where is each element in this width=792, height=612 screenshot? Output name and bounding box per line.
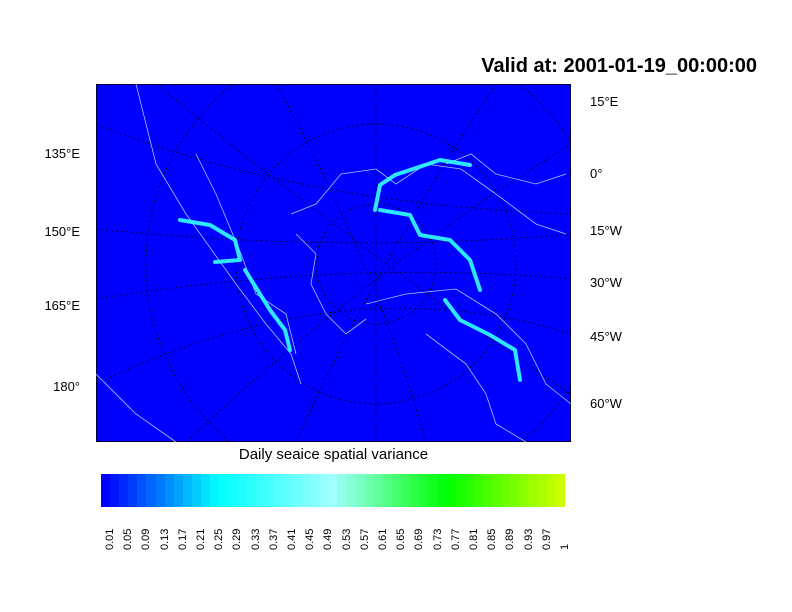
colorbar-tick-label: 0.41 [286, 528, 299, 550]
colorbar-box [246, 474, 256, 507]
colorbar [101, 474, 565, 507]
colorbar-box [482, 474, 493, 507]
colorbar-tick-label: 0.25 [213, 528, 226, 550]
colorbar-box [392, 474, 402, 507]
colorbar-box [364, 474, 374, 507]
colorbar-box [501, 474, 511, 507]
graticule [96, 84, 571, 442]
lon-label-left: 150°E [44, 224, 80, 239]
colorbar-box [164, 474, 174, 507]
colorbar-tick-label: 0.09 [140, 528, 153, 550]
colorbar-box [282, 474, 292, 507]
colorbar-box [528, 474, 538, 507]
colorbar-box [382, 474, 392, 507]
colorbar-tick-label: 0.93 [522, 528, 535, 550]
colorbar-box [337, 474, 347, 507]
colorbar-box [455, 474, 465, 507]
colorbar-box [401, 474, 411, 507]
lon-label-right: 30°W [590, 275, 622, 290]
colorbar-tick-label: 0.13 [158, 528, 171, 550]
colorbar-tick-label: 0.21 [195, 528, 208, 550]
colorbar-box [410, 474, 420, 507]
colorbar-box [264, 474, 274, 507]
colorbar-tick-label: 0.77 [449, 528, 462, 550]
colorbar-label: Daily seaice spatial variance [238, 446, 429, 463]
colorbar-tick-label: 0.73 [431, 528, 444, 550]
colorbar-box [182, 474, 192, 507]
colorbar-box [301, 474, 311, 507]
lon-label-left: 165°E [44, 298, 80, 313]
colorbar-tick-label: 0.85 [486, 528, 499, 550]
colorbar-box [255, 474, 265, 507]
colorbar-box [237, 474, 247, 507]
colorbar-box [328, 474, 338, 507]
lon-label-left: 180° [53, 379, 80, 394]
colorbar-box [210, 474, 220, 507]
lon-label-left: 135°E [44, 146, 80, 161]
colorbar-box [310, 474, 320, 507]
colorbar-tick-label: 0.05 [122, 528, 135, 550]
colorbar-tick-label: 0.37 [267, 528, 280, 550]
colorbar-box [355, 474, 365, 507]
colorbar-tick-label: 0.53 [340, 528, 353, 550]
colorbar-tick-label: 0.69 [413, 528, 426, 550]
colorbar-box [437, 474, 447, 507]
colorbar-box [519, 474, 529, 507]
colorbar-box [373, 474, 383, 507]
colorbar-box [173, 474, 183, 507]
colorbar-ticks: 0.01 0.05 0.09 0.13 0.17 0.21 0.25 0.29 0.33 0.37… [101, 512, 571, 552]
colorbar-tick-label: 0.65 [395, 528, 408, 550]
colorbar-box [119, 474, 129, 507]
colorbar-box [346, 474, 356, 507]
colorbar-box [291, 474, 302, 507]
plot-title: Valid at: 2001-01-19_00:00:00 [481, 55, 757, 77]
colorbar-box [219, 474, 229, 507]
colorbar-box [191, 474, 202, 507]
colorbar-box [428, 474, 438, 507]
colorbar-tick-label: 1 [559, 543, 571, 550]
lon-label-right: 0° [590, 166, 603, 181]
ice-edge [178, 158, 522, 382]
colorbar-box [273, 474, 283, 507]
colorbar-tick-label: 0.49 [322, 528, 335, 550]
colorbar-box [228, 474, 238, 507]
colorbar-tick-label: 0.81 [468, 528, 481, 550]
colorbar-box [319, 474, 329, 507]
colorbar-tick-label: 0.17 [176, 528, 189, 550]
colorbar-tick-label: 0.33 [249, 528, 262, 550]
colorbar-box [510, 474, 520, 507]
colorbar-box [128, 474, 138, 507]
lon-label-right: 15°W [590, 223, 622, 238]
colorbar-box [546, 474, 556, 507]
lon-label-right: 15°E [590, 94, 619, 109]
colorbar-tick-label: 0.57 [358, 528, 371, 550]
colorbar-box [101, 474, 111, 507]
colorbar-tick-label: 0.61 [377, 528, 390, 550]
colorbar-box [419, 474, 429, 507]
colorbar-box [555, 474, 565, 507]
lon-label-right: 60°W [590, 396, 622, 411]
map-panel [96, 84, 571, 442]
colorbar-box [155, 474, 165, 507]
colorbar-box [446, 474, 456, 507]
colorbar-box [137, 474, 147, 507]
colorbar-box [110, 474, 120, 507]
colorbar-tick-label: 0.01 [104, 528, 117, 550]
colorbar-box [201, 474, 211, 507]
colorbar-tick-label: 0.97 [540, 528, 553, 550]
colorbar-box [492, 474, 502, 507]
colorbar-tick-label: 0.89 [504, 528, 517, 550]
colorbar-box [464, 474, 474, 507]
colorbar-tick-label: 0.29 [231, 528, 244, 550]
map-background [96, 84, 571, 442]
lon-label-right: 45°W [590, 329, 622, 344]
colorbar-box [146, 474, 156, 507]
colorbar-tick-label: 0.45 [304, 528, 317, 550]
colorbar-box [473, 474, 483, 507]
colorbar-box [537, 474, 547, 507]
